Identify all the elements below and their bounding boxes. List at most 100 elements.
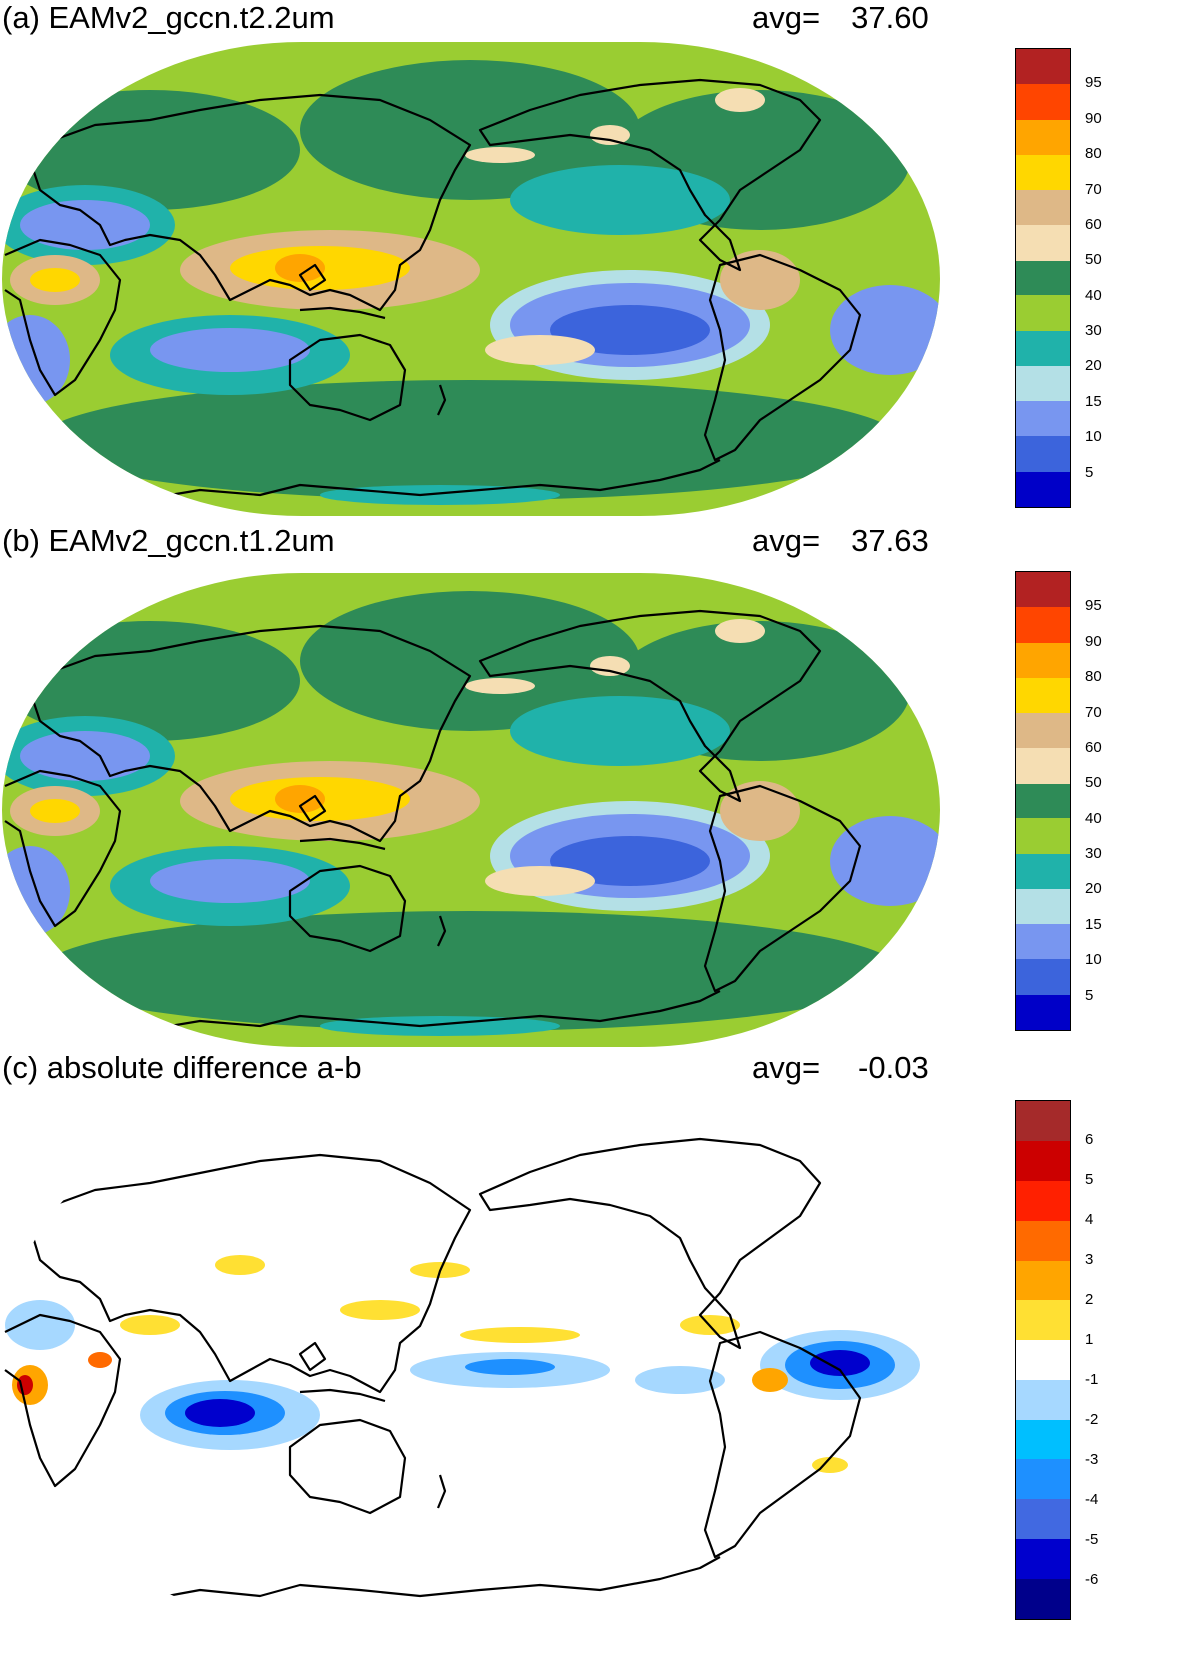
- panel-b-map: [2, 573, 940, 1047]
- colorbar-swatch: [1016, 1140, 1070, 1182]
- colorbar-tick: -2: [1085, 1411, 1099, 1428]
- panel-a-region: [715, 88, 765, 112]
- panel-b-avg-value: 37.63: [851, 523, 929, 558]
- colorbar-swatch: [1016, 748, 1070, 785]
- colorbar-tick: 5: [1085, 987, 1094, 1004]
- colorbar-swatch: [1016, 225, 1070, 262]
- panel-b-region: [40, 911, 900, 1031]
- panel-c-average: avg= -0.03: [752, 1050, 929, 1086]
- panel-b-region: [590, 656, 630, 676]
- colorbar-swatch: [1016, 295, 1070, 332]
- colorbar-tick: 90: [1085, 633, 1102, 650]
- colorbar-tick: -4: [1085, 1491, 1099, 1508]
- panel-b-average: avg= 37.63: [752, 523, 929, 559]
- colorbar-swatch: [1016, 401, 1070, 437]
- panel-c-title: (c) absolute difference a-b: [2, 1050, 362, 1085]
- colorbar-tick: 5: [1085, 464, 1094, 481]
- panel-c: (c) absolute difference a-b avg= -0.03: [0, 1050, 1183, 1677]
- panel-b-region: [550, 836, 710, 886]
- colorbar-tick: 40: [1085, 810, 1102, 827]
- panel-a-region: [320, 485, 560, 505]
- panel-c-region: [215, 1255, 265, 1275]
- colorbar-swatch: [1016, 119, 1070, 156]
- panel-b-region: [830, 816, 940, 906]
- colorbar-swatch: [1016, 642, 1070, 679]
- colorbar-tick: 60: [1085, 216, 1102, 233]
- panel-a: (a) EAMv2_gccn.t2.2um avg= 37.60: [0, 0, 1183, 525]
- colorbar-tick: -3: [1085, 1451, 1099, 1468]
- panel-c-region: [17, 1375, 33, 1395]
- panel-b-region: [465, 678, 535, 694]
- panel-c-avg-value: -0.03: [858, 1050, 929, 1085]
- colorbar-tick: 20: [1085, 357, 1102, 374]
- colorbar-tick: 30: [1085, 322, 1102, 339]
- panel-c-coastlines: [4, 1137, 862, 1603]
- colorbar-tick: 5: [1085, 1171, 1094, 1188]
- panel-a-region: [40, 380, 900, 500]
- panel-c-region: [340, 1300, 420, 1320]
- colorbar-swatch: [1016, 1419, 1070, 1460]
- colorbar-tick: 50: [1085, 251, 1102, 268]
- colorbar-tick: 80: [1085, 668, 1102, 685]
- colorbar-tick: 95: [1085, 597, 1102, 614]
- panel-a-region: [300, 60, 640, 200]
- panel-c-colorbar-labels: 6 5 4 3 2 1 -1 -2 -3 -4 -5 -6: [1085, 1100, 1145, 1620]
- panel-a-region: [550, 305, 710, 355]
- colorbar-swatch: [1016, 924, 1070, 960]
- colorbar-swatch: [1016, 1180, 1070, 1222]
- colorbar-swatch: [1016, 84, 1070, 120]
- colorbar-tick: -5: [1085, 1531, 1099, 1548]
- colorbar-swatch: [1016, 260, 1070, 297]
- panel-a-colorbar: [1015, 48, 1071, 508]
- colorbar-tick: 10: [1085, 951, 1102, 968]
- panel-a-region: [20, 200, 150, 250]
- colorbar-tick: 15: [1085, 393, 1102, 410]
- panel-c-region: [752, 1368, 788, 1392]
- panel-c-colorbar: [1015, 1100, 1071, 1620]
- panel-b-region: [20, 731, 150, 781]
- colorbar-tick: -1: [1085, 1371, 1099, 1388]
- colorbar-tick: 40: [1085, 287, 1102, 304]
- panel-b-region: [485, 866, 595, 896]
- panel-a-colorbar-labels: 95 90 80 70 60 50 40 30 20 15 10 5: [1085, 48, 1145, 508]
- panel-a-region: [590, 125, 630, 145]
- colorbar-tick: 6: [1085, 1131, 1094, 1148]
- panel-a-average: avg= 37.60: [752, 0, 929, 36]
- panel-b-region: [510, 696, 730, 766]
- colorbar-tick: 2: [1085, 1291, 1094, 1308]
- panel-b-avg-label: avg=: [752, 523, 821, 558]
- colorbar-swatch: [1016, 49, 1070, 85]
- panel-a-region: [830, 285, 940, 375]
- panel-b-region: [715, 619, 765, 643]
- panel-b-region: [30, 799, 80, 823]
- colorbar-tick: 3: [1085, 1251, 1094, 1268]
- panel-c-region: [465, 1359, 555, 1375]
- panel-a-coastlines: [4, 78, 862, 502]
- panel-c-region: [185, 1399, 255, 1427]
- colorbar-swatch: [1016, 1340, 1070, 1381]
- colorbar-swatch: [1016, 1379, 1070, 1421]
- panel-b-coastlines: [4, 609, 862, 1033]
- panel-b-title: (b) EAMv2_gccn.t1.2um: [2, 523, 335, 558]
- panel-a-region: [275, 254, 325, 282]
- panel-a-region: [485, 335, 595, 365]
- colorbar-swatch: [1016, 365, 1070, 402]
- panel-b-region: [720, 781, 800, 841]
- panel-c-region: [120, 1315, 180, 1335]
- panel-b-colorbar: [1015, 571, 1071, 1031]
- colorbar-swatch: [1016, 959, 1070, 996]
- panel-b-region: [150, 859, 310, 903]
- colorbar-swatch: [1016, 190, 1070, 226]
- colorbar-swatch: [1016, 853, 1070, 890]
- colorbar-swatch: [1016, 677, 1070, 714]
- colorbar-swatch: [1016, 713, 1070, 749]
- colorbar-tick: -6: [1085, 1571, 1099, 1588]
- colorbar-swatch: [1016, 154, 1070, 191]
- panel-a-region: [720, 250, 800, 310]
- colorbar-swatch: [1016, 607, 1070, 643]
- colorbar-swatch: [1016, 1101, 1070, 1142]
- colorbar-swatch: [1016, 783, 1070, 820]
- panel-c-region: [810, 1350, 870, 1376]
- panel-a-region: [150, 328, 310, 372]
- colorbar-tick: 10: [1085, 428, 1102, 445]
